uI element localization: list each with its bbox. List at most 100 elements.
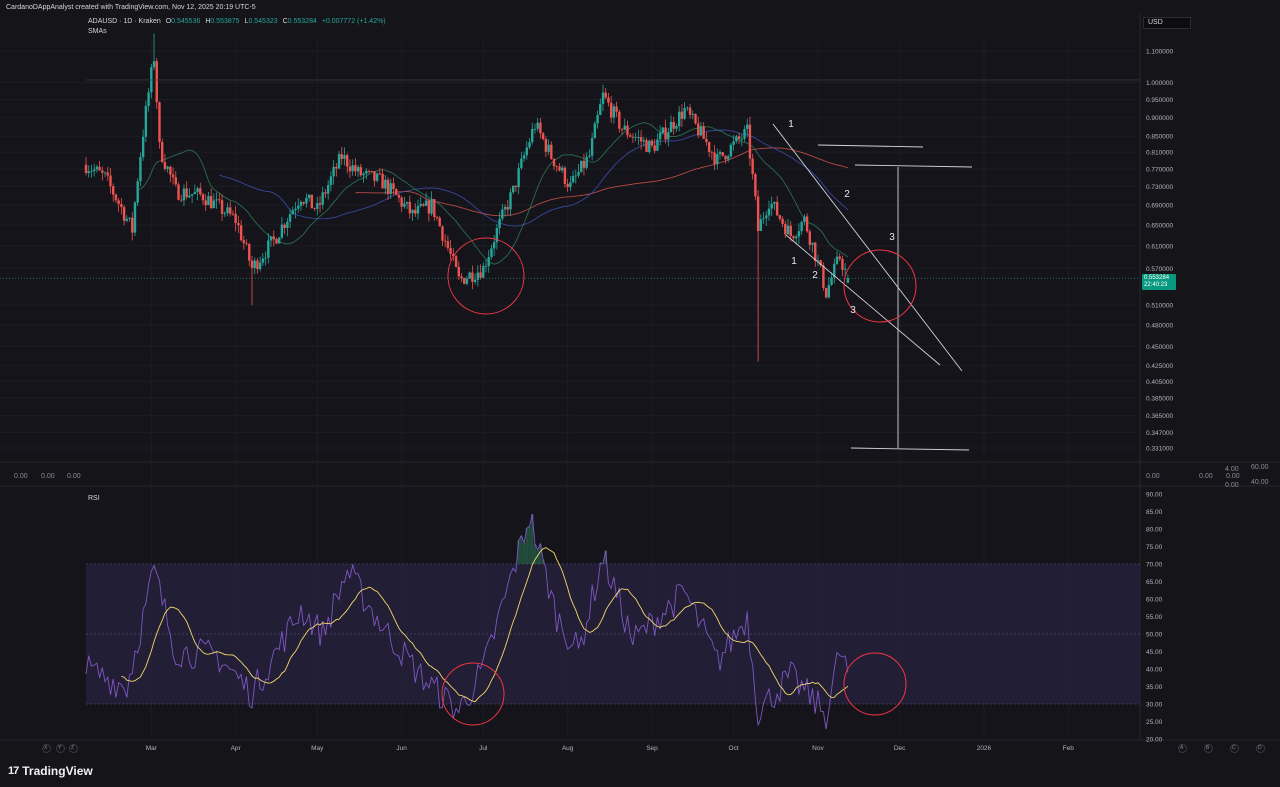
candle-body [403, 203, 406, 207]
axis-button-x[interactable] [42, 744, 51, 753]
candle-body [846, 278, 850, 283]
candle-body [740, 138, 743, 140]
rsi-axis-label: 90.00 [1146, 492, 1163, 499]
candle-body [471, 272, 474, 282]
candle-body [476, 272, 480, 280]
price-pane-background [0, 38, 1140, 456]
high-value: 0.553875 [210, 18, 240, 25]
candle-body [389, 183, 392, 194]
candle-body [275, 238, 278, 244]
candle-body [748, 124, 752, 159]
candle-body [90, 171, 93, 172]
axis-button-a-label[interactable]: A [1180, 745, 1184, 751]
candle-body [139, 156, 142, 182]
candle-body [250, 260, 254, 268]
axis-button-b-label[interactable]: B [1206, 745, 1210, 751]
candle-body [310, 194, 314, 209]
candle-body [329, 176, 333, 186]
candle-body [340, 154, 343, 159]
wave-count-label: 1 [788, 119, 794, 130]
price-axis-label: 0.810000 [1146, 150, 1173, 157]
candle-body [756, 196, 760, 232]
wedge-upper-line [772, 123, 963, 372]
price-axis-label: 0.480000 [1146, 323, 1173, 330]
candle-body [128, 217, 131, 219]
candle-body [604, 92, 607, 98]
candle-body [547, 144, 550, 152]
candle-body [248, 244, 251, 261]
candle-body [378, 173, 382, 175]
candle-body [348, 166, 352, 172]
candle-body [117, 200, 120, 204]
candle-body [623, 125, 626, 130]
annotation-circle-rsi-2 [843, 652, 907, 716]
candle-body [672, 121, 675, 129]
axis-button-a[interactable] [1178, 744, 1187, 753]
axis-button-y[interactable] [56, 744, 65, 753]
axis-button-d[interactable] [1256, 744, 1265, 753]
axis-button-b[interactable] [1204, 744, 1213, 753]
candle-body [269, 236, 273, 241]
candle-body [449, 247, 452, 254]
candle-body [773, 201, 776, 204]
price-axis-label: 0.650000 [1146, 222, 1173, 229]
candle-body [686, 107, 689, 109]
candle-body [141, 136, 145, 157]
sep-right-1: 0.00 [1146, 473, 1160, 480]
axis-button-c[interactable] [1230, 744, 1239, 753]
candle-body [512, 185, 515, 193]
candle-body [384, 179, 387, 189]
candle-body [351, 165, 354, 172]
candle-body [408, 202, 412, 214]
candle-body [830, 277, 833, 285]
axis-button-c-label[interactable]: C [1232, 745, 1236, 751]
axis-button-z-label[interactable]: Z [71, 745, 75, 751]
last-price-value: 0.553284 [1144, 275, 1170, 281]
candle-body [827, 284, 831, 298]
time-axis-label: Oct [729, 745, 739, 752]
candle-body [256, 260, 259, 270]
candle-body [544, 138, 548, 152]
candle-body [87, 171, 90, 174]
candle-body [724, 155, 727, 160]
candle-body [438, 217, 441, 227]
candle-body [794, 236, 798, 239]
candle-body [397, 194, 401, 198]
candle-body [193, 192, 197, 195]
axis-button-y-label[interactable]: Y [58, 745, 62, 751]
price-axis-label: 0.610000 [1146, 243, 1173, 250]
candle-body [732, 141, 735, 145]
candle-body [552, 158, 556, 167]
sma-mid-line [219, 129, 849, 227]
candle-body [343, 155, 346, 159]
candle-body [759, 219, 763, 232]
target-bottom-line [850, 447, 970, 451]
axis-button-x-label[interactable]: X [44, 745, 48, 751]
candle-body [103, 172, 107, 174]
candle-body [822, 265, 825, 288]
candle-body [433, 199, 436, 217]
candle-body [514, 185, 518, 188]
candle-body [702, 126, 705, 139]
candle-body [631, 136, 635, 138]
candle-body [106, 172, 109, 176]
axis-button-d-label[interactable]: D [1258, 745, 1262, 751]
currency-button[interactable]: USD [1143, 17, 1191, 29]
tradingview-brand[interactable]: 17 TradingView [8, 764, 93, 778]
candle-body [781, 218, 784, 224]
candle-body [84, 164, 88, 174]
time-axis-label: Mar [146, 745, 158, 752]
rsi-label[interactable]: RSI [88, 495, 100, 502]
candle-body [520, 158, 523, 169]
candle-body [819, 260, 822, 266]
axis-button-z[interactable] [69, 744, 78, 753]
candle-body [599, 104, 602, 115]
indicator-label[interactable]: SMAs [88, 28, 107, 35]
candle-body [362, 173, 365, 176]
candle-body [784, 223, 787, 235]
rsi-axis-label: 85.00 [1146, 509, 1163, 516]
candle-body [125, 218, 129, 221]
candle-body [737, 136, 741, 140]
target-top-line [854, 164, 973, 168]
